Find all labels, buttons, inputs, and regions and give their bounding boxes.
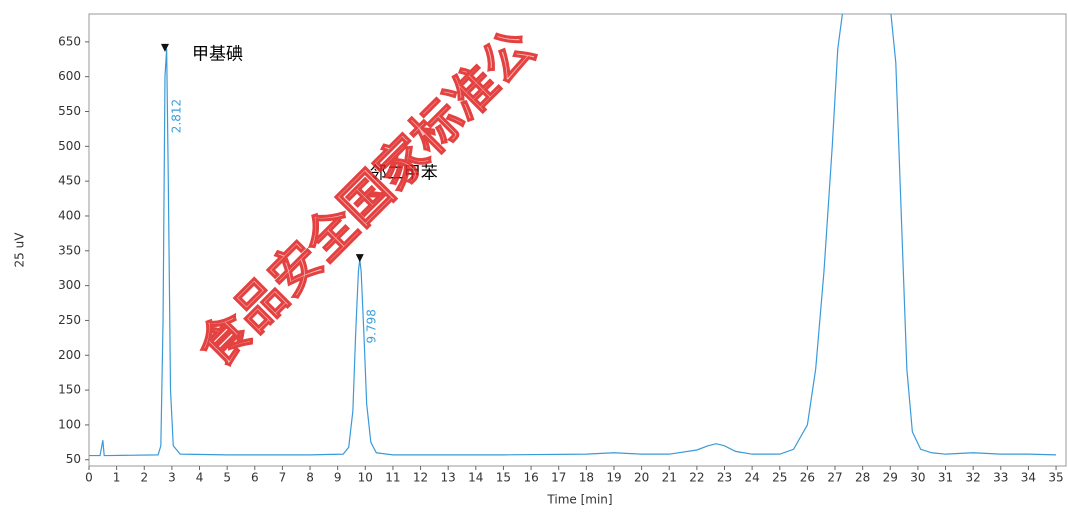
retention-time: 9.798: [364, 309, 378, 343]
y-tick-label: 500: [58, 139, 81, 153]
x-tick-label: 33: [993, 471, 1008, 485]
x-tick-label: 23: [717, 471, 732, 485]
x-tick-label: 30: [910, 471, 925, 485]
x-tick-label: 15: [496, 471, 511, 485]
x-tick-label: 21: [662, 471, 677, 485]
x-tick-label: 31: [938, 471, 953, 485]
compound-name: 邻二甲苯: [370, 164, 438, 184]
peak-marker: [160, 43, 169, 52]
y-tick-label: 250: [58, 313, 81, 327]
x-tick-label: 29: [883, 471, 898, 485]
x-tick-label: 2: [140, 471, 148, 485]
peak-marker: [355, 254, 364, 263]
x-tick-label: 4: [196, 471, 204, 485]
x-tick-label: 26: [800, 471, 815, 485]
x-tick-label: 18: [579, 471, 594, 485]
y-tick-label: 200: [58, 348, 81, 362]
x-tick-label: 8: [306, 471, 314, 485]
x-tick-label: 16: [523, 471, 538, 485]
compound-name: 甲基碘: [192, 44, 243, 64]
x-tick-label: 3: [168, 471, 176, 485]
y-tick-label: 650: [58, 34, 81, 48]
x-tick-label: 14: [468, 471, 483, 485]
retention-time: 2.812: [169, 99, 183, 133]
x-tick-label: 28: [855, 471, 870, 485]
x-tick-label: 34: [1021, 471, 1036, 485]
x-tick-label: 0: [85, 471, 93, 485]
y-tick-label: 550: [58, 104, 81, 118]
x-tick-label: 27: [827, 471, 842, 485]
x-tick-label: 6: [251, 471, 259, 485]
x-tick-label: 22: [689, 471, 704, 485]
y-tick-label: 50: [66, 452, 81, 466]
x-tick-label: 20: [634, 471, 649, 485]
x-tick-label: 1: [113, 471, 121, 485]
x-tick-label: 13: [441, 471, 456, 485]
x-tick-label: 9: [334, 471, 342, 485]
x-tick-label: 35: [1048, 471, 1063, 485]
y-tick-label: 350: [58, 243, 81, 257]
x-tick-label: 7: [279, 471, 287, 485]
x-axis-label: Time [min]: [546, 493, 612, 507]
chromatogram-line: [89, 14, 1057, 457]
x-tick-label: 11: [385, 471, 400, 485]
y-tick-label: 100: [58, 417, 81, 431]
plot-frame: [88, 13, 1067, 467]
x-tick-label: 24: [744, 471, 759, 485]
x-tick-label: 32: [966, 471, 981, 485]
y-tick-label: 450: [58, 174, 81, 188]
x-tick-label: 5: [223, 471, 231, 485]
y-tick-label: 300: [58, 278, 81, 292]
y-tick-label: 400: [58, 208, 81, 222]
x-tick-label: 10: [358, 471, 373, 485]
y-axis-label: 25 uV: [13, 232, 27, 268]
y-tick-label: 600: [58, 69, 81, 83]
plot-area: [89, 14, 1057, 457]
y-tick-label: 150: [58, 383, 81, 397]
x-tick-label: 25: [772, 471, 787, 485]
x-tick-label: 19: [606, 471, 621, 485]
x-tick-label: 17: [551, 471, 566, 485]
x-tick-label: 12: [413, 471, 428, 485]
